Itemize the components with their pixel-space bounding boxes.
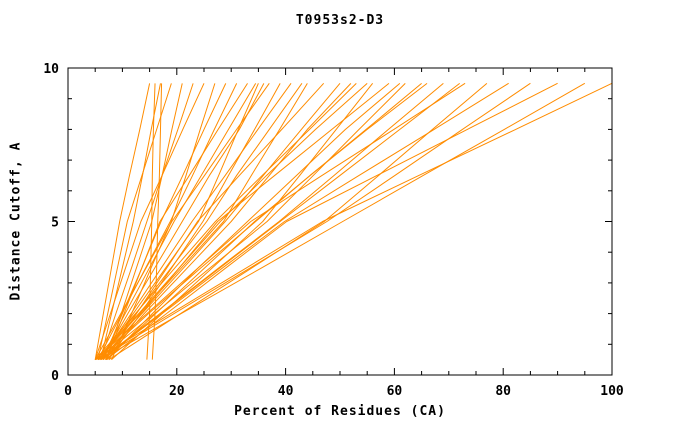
series-line-model-34 <box>99 83 303 360</box>
series-line-model-09 <box>97 83 238 360</box>
x-tick-label: 0 <box>64 384 72 399</box>
series-line-model-27 <box>97 82 531 361</box>
x-tick-label: 60 <box>387 384 403 399</box>
series-line-model-26 <box>100 82 509 361</box>
x-tick-label: 80 <box>495 384 511 399</box>
series-line-model-39 <box>98 82 428 361</box>
series-line-model-24 <box>94 82 466 361</box>
series-line-model-38 <box>102 82 460 361</box>
series-line-model-28 <box>105 82 558 361</box>
y-tick-label: 10 <box>43 62 59 77</box>
series-line-model-31 <box>146 83 156 360</box>
x-axis-label: Percent of Residues (CA) <box>234 404 446 419</box>
series-line-model-33 <box>101 83 265 360</box>
x-tick-label: 20 <box>169 384 185 399</box>
series-line-model-11 <box>100 83 259 360</box>
series-line-model-40 <box>100 83 257 360</box>
series-line-model-01 <box>94 83 151 360</box>
series-line-model-03 <box>97 83 172 360</box>
series-line-model-32 <box>151 83 163 360</box>
series-line-model-30 <box>94 82 613 361</box>
series-line-model-22 <box>105 82 422 361</box>
series-line-model-36 <box>95 82 368 360</box>
series-line-model-12 <box>94 83 270 360</box>
x-tick-label: 100 <box>600 384 624 399</box>
series-line-model-29 <box>100 82 586 361</box>
chart-title: T0953s2-D3 <box>295 13 385 28</box>
series-line-model-15 <box>97 83 308 360</box>
series-line-model-14 <box>100 83 292 360</box>
series-line-model-10 <box>105 83 248 360</box>
x-tick-label: 40 <box>278 384 294 399</box>
series-line-model-37 <box>106 82 401 361</box>
y-tick-label: 0 <box>51 369 59 384</box>
y-tick-label: 5 <box>51 216 59 231</box>
series-line-model-35 <box>104 83 352 360</box>
series-line-model-20 <box>102 82 390 360</box>
series-line-model-06 <box>94 83 205 360</box>
series-line-model-02 <box>100 83 161 360</box>
series-line-model-05 <box>100 83 194 360</box>
series-line-model-21 <box>97 82 406 361</box>
